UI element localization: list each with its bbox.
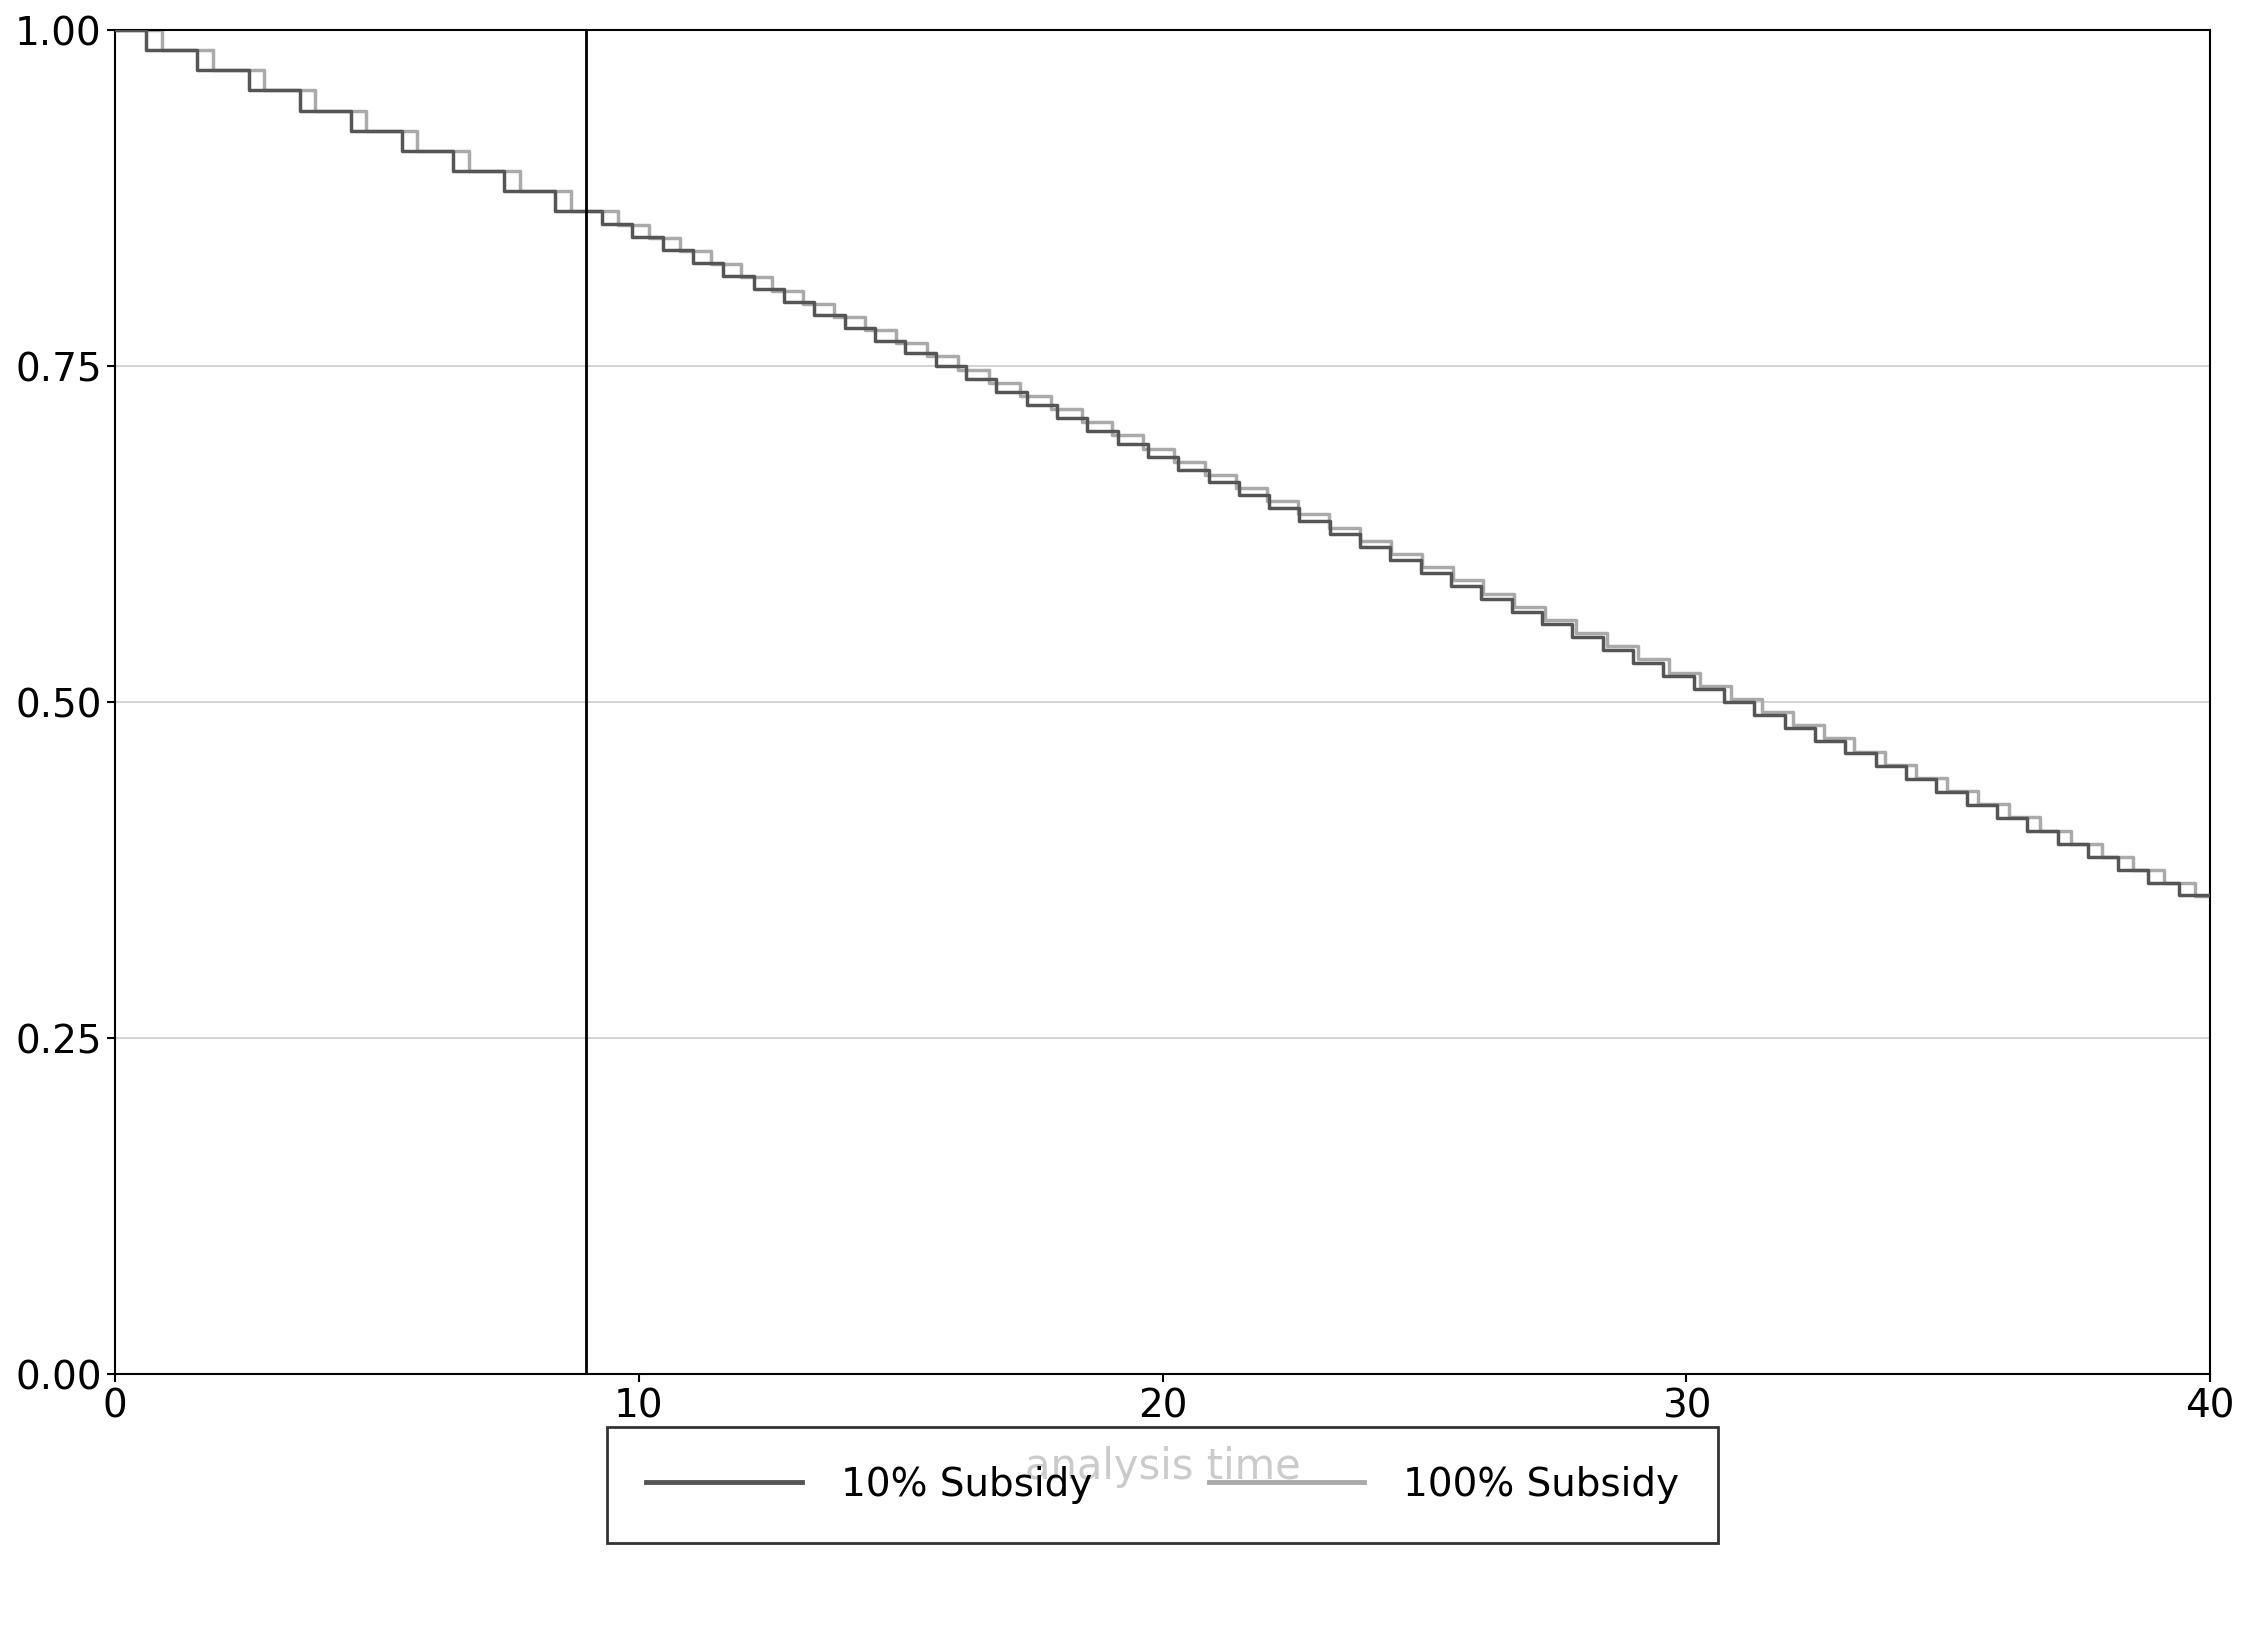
Legend: 10% Subsidy, 100% Subsidy: 10% Subsidy, 100% Subsidy (608, 1427, 1719, 1543)
X-axis label: analysis time: analysis time (1024, 1446, 1300, 1489)
